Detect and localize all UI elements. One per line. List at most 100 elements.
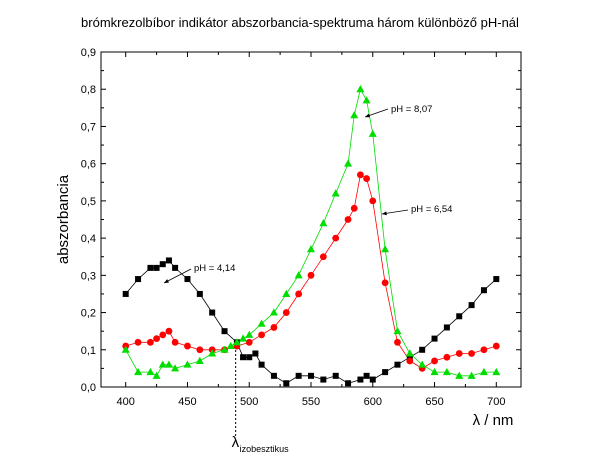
data-point-square [184, 276, 191, 283]
y-tick-label: 0,0 [81, 382, 96, 394]
data-point-circle [492, 342, 500, 350]
data-point-triangle [442, 367, 451, 376]
y-axis-label: abszorbancia [55, 174, 72, 264]
data-point-triangle [479, 367, 488, 376]
data-point-triangle [294, 271, 303, 279]
data-point-triangle [158, 360, 167, 368]
data-point-triangle [121, 345, 130, 353]
data-point-circle [245, 338, 253, 346]
x-axis: 400 450 500 550 600 650 700 [117, 52, 505, 408]
data-point-circle [165, 327, 173, 335]
data-point-square [332, 372, 339, 379]
data-point-triangle [220, 345, 229, 353]
data-point-square [172, 264, 179, 271]
data-point-square [283, 380, 290, 387]
data-point-triangle [418, 360, 427, 368]
y-axis: 0,0 0,1 0,2 0,3 0,4 0,5 0,6 0,7 0,8 0,9 [81, 47, 521, 394]
y-tick-label: 0,4 [81, 233, 96, 245]
data-point-triangle [307, 245, 315, 253]
data-point-square [357, 376, 364, 383]
data-point-circle [394, 338, 401, 346]
data-point-square [480, 287, 487, 294]
isosbestic-marker: λ izobesztikus [232, 346, 289, 454]
data-point-square [295, 372, 302, 379]
data-point-triangle [257, 319, 266, 327]
series-annotation-label: pH = 6,54 [411, 204, 452, 215]
data-point-triangle [226, 341, 235, 350]
y-tick-label: 0,6 [81, 159, 96, 171]
chart-title: brómkrezolbíbor indikátor abszorbancia-s… [81, 15, 519, 30]
data-point-triangle [134, 367, 143, 376]
data-point-triangle [467, 371, 476, 379]
data-point-triangle [146, 367, 155, 376]
data-point-circle [319, 253, 327, 261]
data-point-triangle [195, 356, 204, 364]
data-point-triangle [171, 364, 180, 372]
data-point-square [147, 264, 154, 271]
data-point-square [443, 324, 450, 331]
x-tick-label: 500 [240, 396, 258, 408]
x-tick-label: 650 [425, 396, 443, 408]
data-point-square [252, 350, 259, 357]
data-point-triangle [430, 367, 439, 376]
y-tick-label: 0,9 [81, 47, 96, 59]
y-tick-label: 0,3 [81, 270, 96, 282]
data-point-square [369, 376, 376, 383]
data-point-circle [171, 338, 179, 346]
data-point-circle [153, 335, 160, 343]
data-point-circle [350, 204, 358, 212]
data-point-triangle [362, 96, 371, 104]
annotation-arrow-line [163, 268, 192, 284]
data-point-triangle [239, 334, 248, 342]
data-point-square [308, 372, 314, 379]
data-point-circle [431, 357, 438, 365]
y-tick-label: 0,1 [81, 345, 96, 357]
series-annotation-label: pH = 8,07 [391, 104, 432, 115]
data-point-square [135, 276, 142, 283]
data-point-square [419, 346, 426, 353]
data-point-square [240, 354, 247, 361]
data-point-square [493, 276, 500, 283]
data-point-square [345, 380, 352, 387]
data-point-square [406, 354, 413, 361]
y-tick-label: 0,2 [81, 308, 96, 320]
data-point-circle [468, 350, 475, 357]
data-point-square [122, 290, 129, 297]
data-point-square [270, 372, 277, 379]
data-point-triangle [183, 360, 192, 368]
annotation-arrow-head [164, 279, 169, 283]
data-point-circle [282, 309, 290, 316]
data-point-square [468, 302, 475, 309]
data-point-circle [184, 342, 191, 350]
data-point-triangle [381, 245, 390, 253]
series-line [125, 259, 497, 384]
data-point-square [165, 257, 172, 264]
data-point-square [258, 361, 265, 368]
data-point-square [196, 290, 203, 297]
data-point-triangle [319, 219, 328, 227]
data-point-circle [369, 197, 377, 205]
y-tick-label: 0,8 [81, 84, 96, 96]
data-point-square [209, 309, 216, 316]
annotation-arrow-head [365, 113, 370, 118]
data-point-square [221, 328, 228, 335]
data-point-circle [363, 175, 370, 182]
data-point-square [320, 376, 327, 383]
data-point-circle [443, 353, 451, 361]
data-point-square [153, 264, 160, 271]
y-tick-label: 0,5 [81, 196, 96, 208]
data-point-square [159, 261, 166, 268]
data-point-circle [307, 271, 315, 279]
data-point-triangle [282, 289, 291, 297]
x-tick-label: 600 [364, 396, 382, 408]
series-lines [125, 88, 497, 384]
data-point-circle [196, 346, 204, 354]
data-point-circle [270, 324, 278, 331]
data-point-square [394, 361, 401, 368]
data-point-triangle [492, 367, 501, 376]
data-point-circle [344, 216, 352, 223]
data-point-circle [134, 338, 142, 346]
annotation-arrow-head [382, 211, 387, 216]
series-annotation-label: pH = 4,14 [194, 263, 235, 274]
